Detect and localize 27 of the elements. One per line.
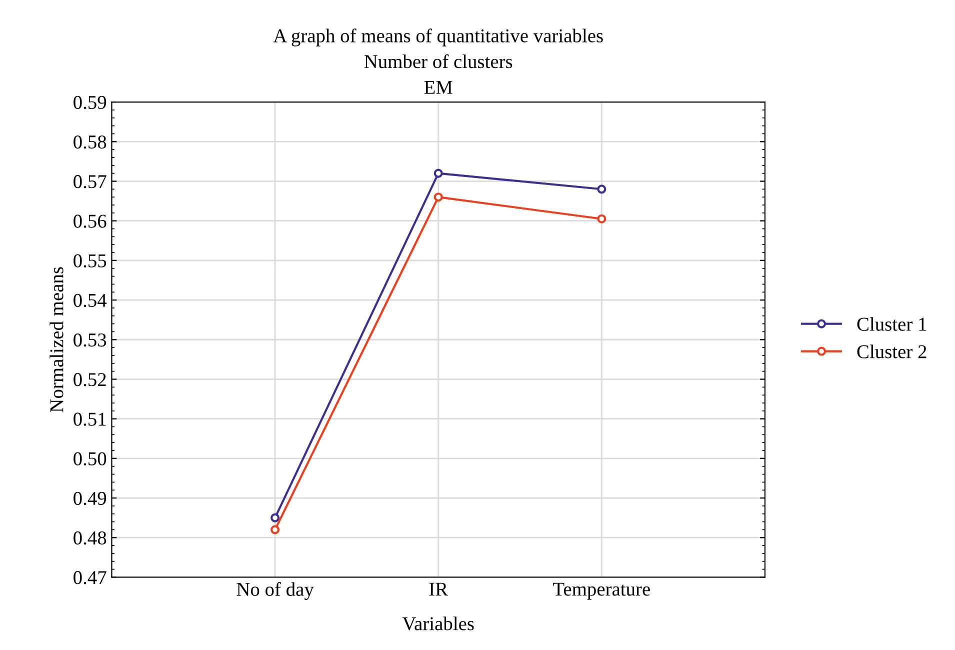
point [270, 525, 280, 534]
point [270, 513, 280, 522]
point [597, 184, 606, 194]
y-tick-label: 0.58 [74, 135, 106, 149]
y-tick-label: 0.49 [74, 492, 106, 506]
x-tick-label: Temperature [553, 582, 650, 600]
y-tick-label: 0.56 [74, 214, 106, 228]
y-tick-label: 0.59 [74, 96, 106, 110]
point [597, 214, 606, 224]
y-axis-title: Normalized means [50, 267, 64, 412]
y-tick-label: 0.54 [74, 294, 107, 308]
chart-title: A graph of means of quantitative variables Number of clusters EM [273, 28, 603, 94]
y-tick-label: 0.55 [74, 254, 106, 268]
x-tick-label: No of day [236, 582, 314, 600]
y-tick-label: 0.53 [74, 333, 106, 347]
y-tick-label: 0.47 [74, 571, 106, 584]
legend-label: Cluster 1 [857, 317, 926, 331]
point [434, 192, 443, 202]
y-tick-label: 0.52 [74, 373, 106, 386]
point [434, 168, 443, 178]
y-tick-label: 0.50 [74, 452, 106, 466]
y-tick-label: 0.57 [74, 175, 106, 188]
y-tick-label: 0.48 [74, 531, 106, 545]
x-axis-title: Variables [402, 616, 474, 630]
legend-label: Cluster 2 [857, 344, 926, 358]
y-tick-label: 0.51 [74, 412, 106, 426]
x-tick-label: IR [429, 582, 448, 596]
